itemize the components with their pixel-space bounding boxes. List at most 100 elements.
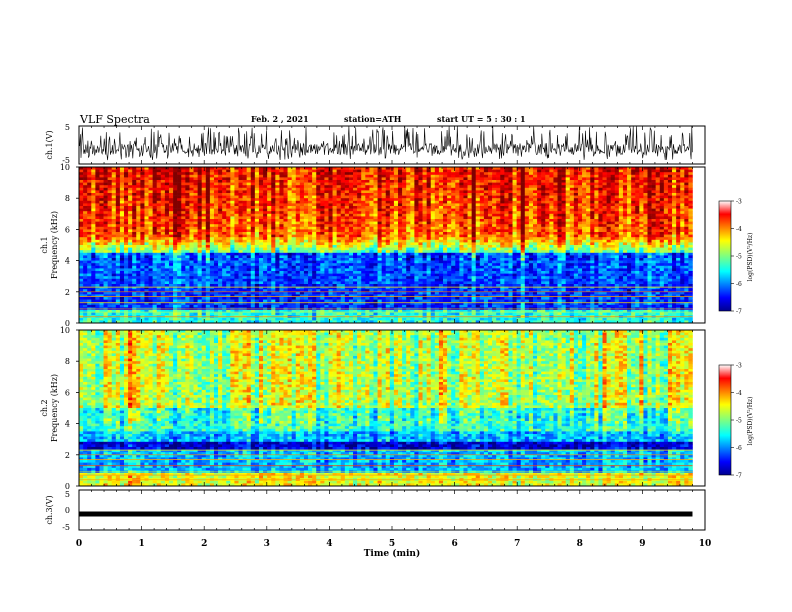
spectrogram-cell: [573, 187, 579, 191]
spectrogram-cell: [487, 185, 493, 189]
spectrogram-cell: [193, 237, 198, 241]
spectrogram-cell: [291, 195, 297, 199]
spectrogram-cell: [295, 172, 301, 176]
spectrogram-cell: [79, 182, 84, 186]
spectrogram-cell: [136, 232, 141, 235]
spectrogram-cell: [250, 206, 256, 209]
spectrogram-cell: [250, 182, 256, 186]
spectrogram-cell: [365, 229, 370, 233]
spectrogram-cell: [275, 195, 280, 199]
spectrogram-cell: [385, 172, 391, 176]
spectrogram-cell: [238, 237, 243, 241]
spectrogram-cell: [463, 174, 468, 178]
spectrogram-cell: [455, 185, 460, 189]
spectrogram-cell: [598, 247, 603, 251]
spectrogram-cell: [168, 206, 174, 209]
spectrogram-cell: [181, 177, 186, 181]
spectrogram-cell: [369, 172, 374, 176]
spectrogram-cell: [643, 250, 648, 254]
spectrogram-cell: [451, 195, 456, 199]
spectrogram-cell: [361, 190, 366, 194]
spectrogram-cell: [189, 252, 194, 256]
spectrogram-cell: [91, 213, 96, 217]
spectrogram-cell: [443, 206, 448, 209]
spectrogram-cell: [197, 190, 202, 194]
spectrogram-cell: [663, 203, 669, 207]
spectrogram-cell: [635, 250, 640, 254]
spectrogram-cell: [173, 239, 178, 243]
spectrogram-cell: [201, 224, 207, 228]
spectrogram-cell: [475, 237, 481, 241]
spectrogram-cell: [569, 195, 575, 199]
spectrogram-cell: [455, 213, 460, 217]
spectrogram-cell: [361, 221, 366, 225]
spectrogram-cell: [496, 208, 501, 212]
spectrogram-cell: [598, 211, 603, 215]
spectrogram-cell: [541, 190, 546, 194]
spectrogram-cell: [222, 180, 227, 183]
spectrogram-cell: [340, 185, 346, 189]
spectrogram-cell: [287, 226, 292, 230]
spectrogram-cell: [348, 219, 354, 222]
spectrogram-cell: [508, 198, 513, 202]
spectrogram-cell: [438, 245, 444, 248]
spectrogram-cell: [361, 219, 366, 222]
spectrogram-cell: [160, 174, 166, 178]
spectrogram-cell: [520, 174, 526, 178]
spectrogram-cell: [111, 229, 117, 233]
spectrogram-cell: [443, 187, 448, 191]
spectrogram-cell: [258, 193, 264, 196]
spectrogram-cell: [586, 187, 591, 191]
spectrogram-cell: [164, 174, 170, 178]
spectrogram-cell: [361, 167, 366, 170]
spectrogram-cell: [565, 208, 571, 212]
spectrogram-cell: [688, 167, 693, 170]
spectrogram-cell: [422, 193, 427, 196]
spectrogram-cell: [537, 169, 542, 173]
spectrogram-cell: [152, 211, 158, 215]
spectrogram-cell: [336, 226, 342, 230]
spectrogram-cell: [537, 185, 542, 189]
spectrogram-cell: [87, 190, 92, 194]
spectrogram-cell: [406, 211, 411, 215]
spectrogram-cell: [348, 237, 354, 241]
spectrogram-cell: [463, 206, 468, 209]
spectrogram-cell: [299, 247, 305, 251]
spectrogram-cell: [361, 182, 366, 186]
spectrogram-cell: [111, 211, 117, 215]
spectrogram-cell: [418, 224, 423, 228]
spectrogram-cell: [500, 245, 505, 248]
spectrogram-cell: [418, 229, 423, 233]
spectrogram-cell: [569, 187, 575, 191]
spectrogram-cell: [295, 193, 301, 196]
spectrogram-cell: [385, 177, 391, 181]
spectrogram-cell: [340, 174, 346, 178]
spectrogram-cell: [193, 229, 198, 233]
spectrogram-cell: [185, 206, 190, 209]
spectrogram-cell: [177, 247, 182, 251]
spectrogram-cell: [295, 203, 301, 207]
spectrogram-cell: [250, 224, 256, 228]
spectrogram-cell: [639, 193, 644, 196]
spectrogram-cell: [582, 237, 587, 241]
spectrogram-cell: [164, 182, 170, 186]
spectrogram-cell: [238, 224, 243, 228]
spectrogram-cell: [528, 172, 534, 176]
spectrogram-cell: [320, 224, 325, 228]
spectrogram-cell: [492, 239, 497, 243]
spectrogram-cell: [312, 239, 317, 243]
spectrogram-cell: [369, 234, 374, 238]
spectrogram-cell: [287, 203, 292, 207]
spectrogram-cell: [222, 237, 227, 241]
spectrogram-cell: [463, 177, 468, 181]
spectrogram-cell: [218, 247, 223, 251]
spectrogram-cell: [201, 216, 207, 220]
spectrogram-cell: [512, 237, 517, 241]
spectrogram-cell: [602, 190, 607, 194]
spectrogram-cell: [532, 237, 538, 241]
spectrogram-cell: [381, 250, 387, 254]
spectrogram-cell: [119, 185, 125, 189]
spectrogram-cell: [545, 232, 550, 235]
spectrogram-cell: [676, 187, 681, 191]
spectrogram-cell: [230, 245, 235, 248]
